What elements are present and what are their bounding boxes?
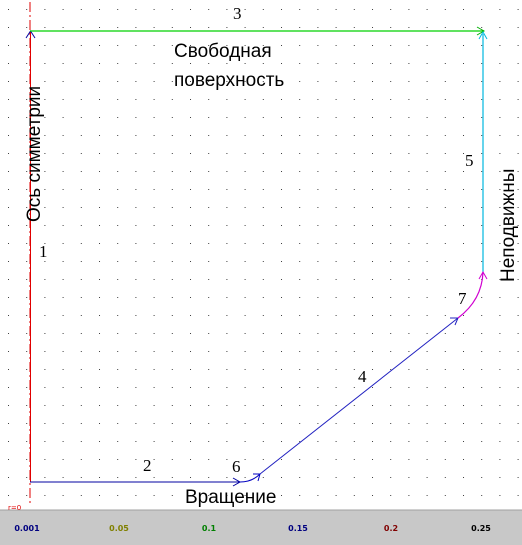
dot-grid xyxy=(0,0,522,508)
x-tick-label-5: 0.25 xyxy=(471,524,491,533)
x-tick-label-2: 0.1 xyxy=(202,524,217,533)
x-tick-label-0: 0.001 xyxy=(14,524,40,533)
segment-number-3: 3 xyxy=(233,4,242,23)
rotation-label: Вращение xyxy=(185,487,276,508)
free-surface-label-line-2: поверхность xyxy=(174,70,284,91)
boundary-6-segment xyxy=(239,473,261,483)
segment-number-5: 5 xyxy=(465,151,474,170)
free-surface-label-line-1: Свободная xyxy=(174,41,272,62)
stationary-wall-label: Неподвижны xyxy=(498,169,519,282)
symmetry-axis-label: Ось симметрии xyxy=(24,86,45,222)
x-tick-label-4: 0.2 xyxy=(384,524,398,533)
segment-number-6: 6 xyxy=(232,457,241,476)
segment-number-2: 2 xyxy=(143,456,152,475)
x-tick-label-3: 0.15 xyxy=(288,524,308,533)
segment-number-4: 4 xyxy=(358,367,367,386)
segment-number-1: 1 xyxy=(39,242,48,261)
boundary-7-arrowhead xyxy=(478,270,488,280)
x-tick-label-1: 0.05 xyxy=(109,524,129,533)
boundary-4-segment xyxy=(259,317,459,475)
boundary-7-segment xyxy=(457,271,484,319)
x-axis-bar xyxy=(0,510,522,545)
boundary-5-arrowhead xyxy=(478,30,488,40)
segment-number-7: 7 xyxy=(458,289,467,308)
r0-label: r=0 xyxy=(8,504,21,512)
boundary-3-arrowhead xyxy=(476,26,486,36)
